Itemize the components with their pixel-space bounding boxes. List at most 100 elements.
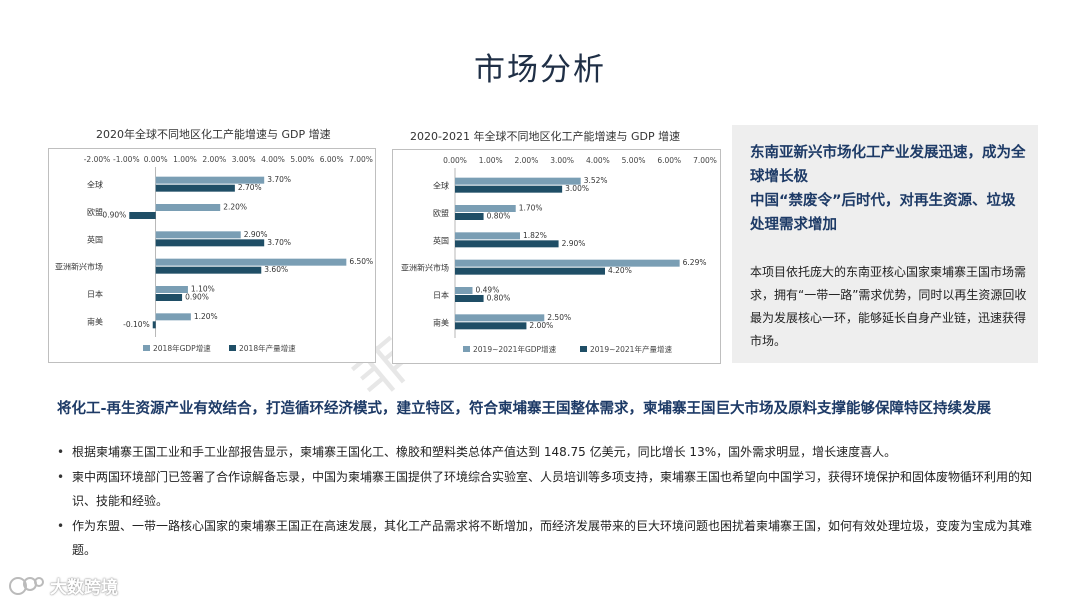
x-tick-label: 7.00% xyxy=(349,155,373,164)
data-label: 0.90% xyxy=(185,293,209,302)
chart-2-svg: 0.00% 1.00% 2.00% 3.00% 4.00% 5.00% 6.00% 7.00%… xyxy=(401,156,717,354)
data-label: 2.90% xyxy=(244,230,268,239)
legend-swatch xyxy=(463,346,470,352)
data-label: 1.20% xyxy=(194,312,218,321)
data-label: 6.50% xyxy=(349,257,373,266)
x-tick-label: -1.00% xyxy=(113,155,140,164)
data-label: 2.70% xyxy=(238,183,262,192)
data-label: 2.90% xyxy=(562,239,586,248)
data-label: 2.00% xyxy=(529,321,553,330)
bar-gdp xyxy=(155,286,188,293)
data-label: 0.49% xyxy=(476,286,500,295)
data-label: 3.70% xyxy=(267,175,291,184)
bullet-list: 根据柬埔寨王国工业和手工业部报告显示，柬埔寨王国化工、橡胶和塑料类总体产值达到 … xyxy=(57,440,1042,563)
category-label: 全球 xyxy=(87,180,103,190)
x-tick-label: 6.00% xyxy=(657,156,681,165)
data-label: 3.52% xyxy=(584,176,608,185)
bullet-item: 柬中两国环境部门已签署了合作谅解备忘录，中国为柬埔寨王国提供了环境综合实验室、人… xyxy=(57,465,1042,513)
category-label: 欧盟 xyxy=(87,207,103,217)
category-label: 南美 xyxy=(87,316,103,326)
category-label: 欧盟 xyxy=(433,208,449,218)
data-label: 1.10% xyxy=(191,285,215,294)
bar-gdp xyxy=(155,231,241,239)
bullet-item: 根据柬埔寨王国工业和手工业部报告显示，柬埔寨王国化工、橡胶和塑料类总体产值达到 … xyxy=(57,440,1042,464)
main-heading: 将化工-再生资源产业有效结合，打造循环经济模式，建立特区，符合柬埔寨王国整体需求… xyxy=(57,401,992,417)
legend-swatch xyxy=(229,345,236,351)
data-label: 3.00% xyxy=(565,184,589,193)
x-tick-label: 6.00% xyxy=(320,155,344,164)
bar-gdp xyxy=(455,287,473,294)
x-tick-label: 3.00% xyxy=(550,156,574,165)
data-label: 3.60% xyxy=(264,265,288,274)
legend-swatch xyxy=(143,345,150,351)
data-label: 2.50% xyxy=(547,313,571,322)
chart-1-svg: -2.00% -1.00% 0.00% 1.00% 2.00% 3.00% 4.00% 5.0… xyxy=(55,155,373,353)
side-panel-body: 本项目依托庞大的东南亚核心国家柬埔寨王国市场需求，拥有“一带一路”需求优势，同时… xyxy=(750,265,1027,348)
x-tick-label: 0.00% xyxy=(144,155,168,164)
bar-production xyxy=(129,212,156,219)
x-tick-label: 0.00% xyxy=(443,156,467,165)
x-tick-label: 5.00% xyxy=(290,155,314,164)
data-label: 0.80% xyxy=(487,212,511,221)
logo-icon xyxy=(9,577,44,595)
x-tick-label: 7.00% xyxy=(693,156,717,165)
data-label: 4.20% xyxy=(608,266,632,275)
x-tick-label: 5.00% xyxy=(622,156,646,165)
x-tick-label: 4.00% xyxy=(261,155,285,164)
x-tick-label: 2.00% xyxy=(202,155,226,164)
bullet-item: 作为东盟、一带一路核心国家的柬埔寨王国正在高速发展，其化工产品需求将不断增加，而… xyxy=(57,514,1042,562)
chart-2-frame: 0.00% 1.00% 2.00% 3.00% 4.00% 5.00% 6.00% 7.00%… xyxy=(392,149,721,364)
x-tick-label: 1.00% xyxy=(479,156,503,165)
chart-1-title: 2020年全球不同地区化工产能增速与 GDP 增速 xyxy=(96,128,331,141)
side-panel: 东南亚新兴市场化工产业发展迅速，成为全球增长极 中国“禁废令”后时代，对再生资源… xyxy=(732,125,1038,363)
category-label: 全球 xyxy=(433,181,449,191)
category-label: 日本 xyxy=(433,290,449,300)
bar-production xyxy=(155,239,265,247)
data-label: 2.20% xyxy=(223,203,247,212)
x-tick-label: -2.00% xyxy=(84,155,111,164)
page-title: 市场分析 xyxy=(474,52,606,88)
bar-production xyxy=(155,294,183,301)
data-label: 3.70% xyxy=(267,238,291,247)
bar-production xyxy=(455,240,559,248)
category-label: 亚洲新兴市场 xyxy=(55,262,103,272)
bar-production xyxy=(155,266,262,274)
x-tick-label: 2.00% xyxy=(515,156,539,165)
data-label: -0.90% xyxy=(100,211,127,220)
x-tick-label: 4.00% xyxy=(586,156,610,165)
category-label: 亚洲新兴市场 xyxy=(401,263,449,273)
bar-production xyxy=(152,321,156,329)
bar-gdp xyxy=(455,314,545,322)
bar-production xyxy=(455,267,605,275)
x-tick-label: 1.00% xyxy=(173,155,197,164)
chart-1-frame: -2.00% -1.00% 0.00% 1.00% 2.00% 3.00% 4.00% 5.0… xyxy=(48,148,376,363)
legend-label: 2019~2021年GDP增速 xyxy=(473,344,557,354)
bar-gdp xyxy=(455,259,680,267)
bar-gdp xyxy=(455,205,516,212)
category-label: 日本 xyxy=(87,289,103,299)
bar-production xyxy=(455,295,484,302)
data-label: 1.70% xyxy=(519,204,543,213)
chart-2-title: 2020-2021 年全球不同地区化工产能增速与 GDP 增速 xyxy=(410,130,681,143)
data-label: 0.80% xyxy=(487,294,511,303)
brand-logo: 大数跨境 xyxy=(8,572,118,598)
category-label: 英国 xyxy=(433,235,449,245)
legend-label: 2018年产量增速 xyxy=(239,343,296,353)
bar-gdp xyxy=(455,232,520,240)
data-label: 1.82% xyxy=(523,231,547,240)
bar-gdp xyxy=(155,204,221,211)
bar-production xyxy=(455,213,484,220)
data-label: 6.29% xyxy=(683,258,707,267)
category-label: 南美 xyxy=(433,317,449,327)
bar-production xyxy=(455,322,527,330)
side-panel-heading: 东南亚新兴市场化工产业发展迅速，成为全球增长极 中国“禁废令”后时代，对再生资源… xyxy=(750,145,1026,233)
data-label: -0.10% xyxy=(123,320,150,329)
legend-swatch xyxy=(580,346,587,352)
category-label: 英国 xyxy=(87,234,103,244)
bar-gdp xyxy=(155,258,347,266)
legend-label: 2018年GDP增速 xyxy=(153,343,211,353)
x-tick-label: 3.00% xyxy=(232,155,256,164)
bar-gdp xyxy=(455,177,581,185)
bar-gdp xyxy=(155,313,191,321)
logo-text: 大数跨境 xyxy=(50,577,118,598)
